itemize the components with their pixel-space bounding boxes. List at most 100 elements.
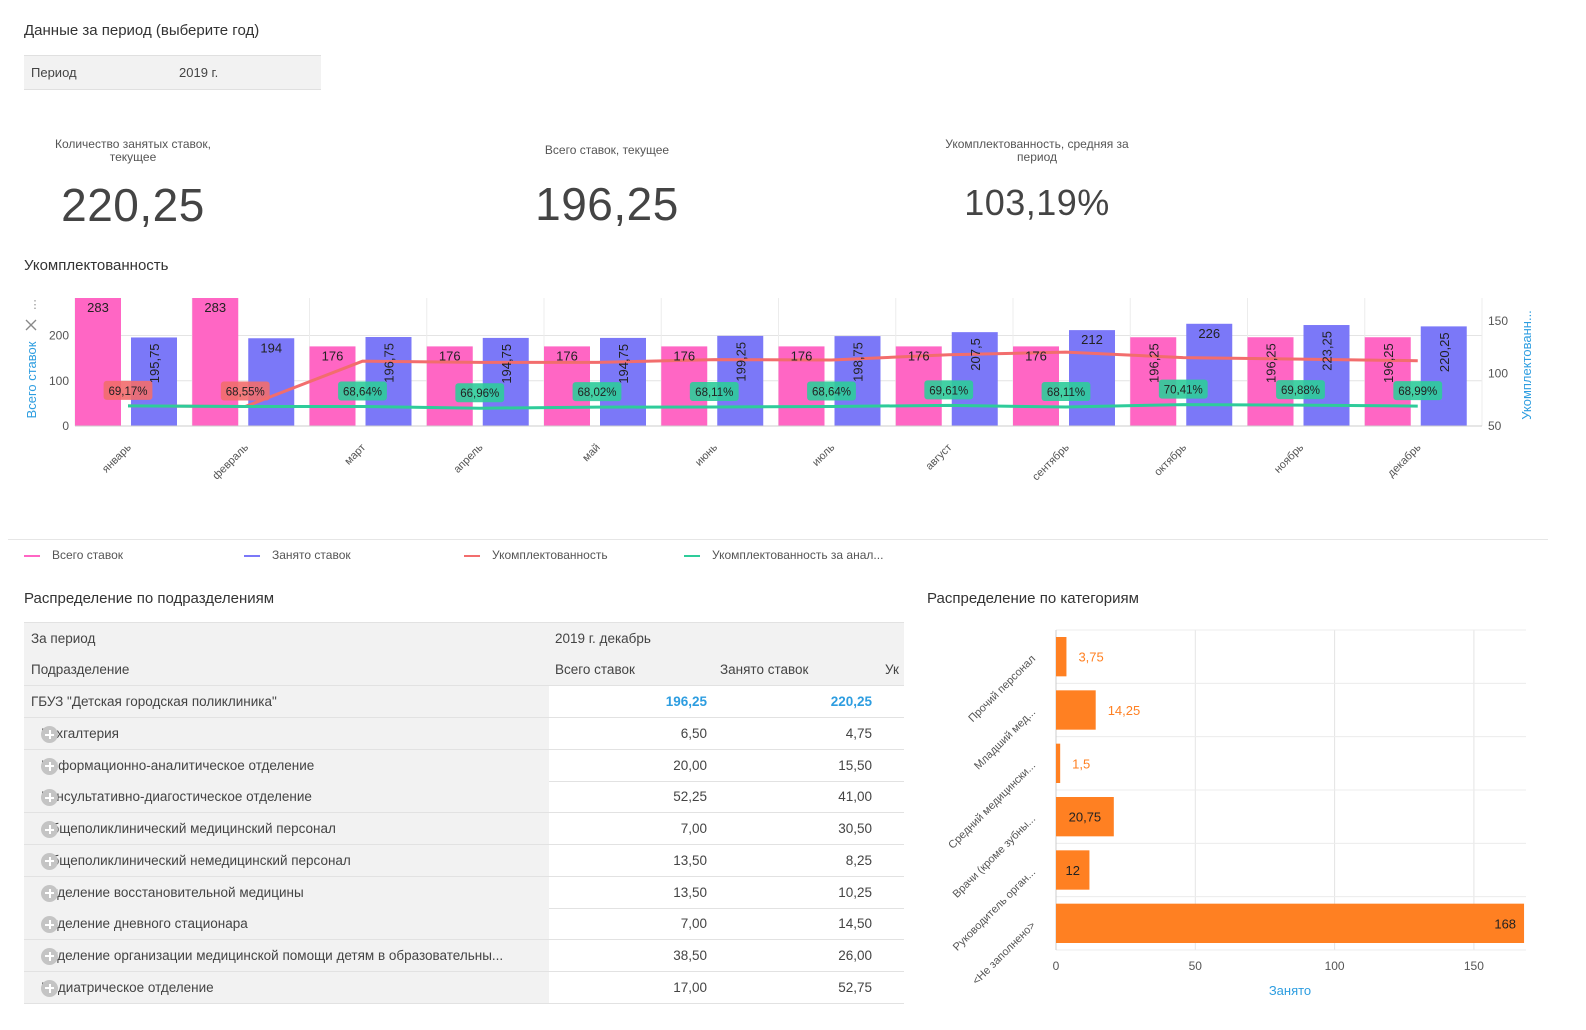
dept-name: Отделение организации медицинской помощи… [41, 947, 504, 963]
left-axis-label[interactable]: Всего ставок [24, 341, 39, 418]
x-tick-label: июнь [693, 441, 720, 468]
table-row[interactable]: Педиатрическое отделение 17,00 52,75 [24, 971, 904, 1004]
table-row[interactable]: Отделение дневного стационара 7,00 14,50 [24, 908, 904, 941]
point-label-bg [1276, 380, 1325, 400]
category-bar[interactable] [1056, 903, 1525, 943]
bar-total-label: 196,25 [1264, 343, 1279, 383]
filter-title: Данные за период (выберите год) [24, 22, 260, 39]
expand-plus-icon[interactable] [41, 884, 58, 902]
bar-total-label: 176 [673, 348, 695, 363]
column-header-total[interactable]: Всего ставок [555, 662, 635, 677]
kpi-total: Всего ставок, текущее 196,25 [497, 144, 717, 231]
x-tick-label: январь [100, 441, 134, 475]
line-staffing-analog[interactable] [127, 403, 1418, 410]
bar-occupied[interactable] [482, 337, 529, 426]
point-label-bg [1393, 381, 1443, 401]
category-bar-label: 1,5 [1072, 756, 1090, 771]
period-filter[interactable]: Период 2019 г. [24, 55, 321, 90]
bar-occupied[interactable] [717, 335, 764, 426]
bar-occupied[interactable] [1420, 326, 1467, 426]
point-label: 69,17% [108, 386, 147, 398]
kpi-staffing: Укомплектованность, средняя за период 103… [917, 138, 1157, 224]
category-bar[interactable] [1056, 797, 1114, 837]
column-header-dept[interactable]: Подразделение [31, 662, 130, 677]
dept-total: 7,00 [680, 916, 707, 932]
legend-item-occupied[interactable]: Занято ставок [244, 548, 351, 562]
category-bar[interactable] [1056, 743, 1061, 783]
bar-total-label: 196,25 [1381, 343, 1396, 383]
line-staffing[interactable] [127, 350, 1418, 409]
right-axis-label[interactable]: Укомплектованн... [1519, 310, 1534, 420]
expand-plus-icon[interactable] [41, 789, 58, 807]
bar-total-label: 196,25 [1146, 343, 1161, 383]
expand-plus-icon[interactable] [41, 726, 58, 743]
expand-plus-icon[interactable] [41, 916, 58, 934]
dept-occupied: 26,00 [838, 947, 872, 963]
kpi-staffing-value: 103,19% [964, 182, 1110, 223]
x-tick-label: 100 [1325, 959, 1345, 973]
legend-item-staffing-analog[interactable]: Укомплектованность за анал... [684, 548, 883, 562]
bar-total-label: 176 [908, 348, 930, 363]
bar-total-label: 283 [204, 300, 226, 315]
category-bar[interactable] [1056, 850, 1090, 890]
x-tick-label: 150 [1464, 959, 1484, 973]
table-row[interactable]: Информационно-аналитическое отделение 20,… [24, 749, 904, 782]
point-label-bg [338, 381, 387, 401]
period-value[interactable]: 2019 г. [179, 65, 219, 80]
dept-occupied: 41,00 [838, 789, 872, 805]
bar-occupied[interactable] [1186, 323, 1233, 426]
dept-name: Общеполиклинический немедицинский персон… [41, 852, 351, 868]
category-bar[interactable] [1056, 690, 1096, 730]
dept-name: Общеполиклинический медицинский персонал [41, 821, 336, 837]
category-bar[interactable] [1056, 637, 1067, 677]
bar-occupied[interactable] [951, 332, 998, 426]
legend-swatch [24, 554, 40, 557]
column-header-occupied[interactable]: Занято ставок [720, 662, 809, 677]
column-header-staffing[interactable]: Ук [885, 662, 899, 677]
table-row[interactable]: Бухгалтерия 6,50 4,75 [24, 718, 904, 750]
x-tick-label: 0 [1053, 959, 1060, 973]
expand-plus-icon[interactable] [41, 757, 58, 775]
bar-total-label: 176 [322, 348, 344, 363]
table-row[interactable]: Отделение восстановительной медицины 13,5… [24, 876, 904, 909]
legend-item-total[interactable]: Всего ставок [24, 548, 123, 562]
x-tick-label: сентябрь [1030, 441, 1072, 483]
bar-total[interactable] [192, 298, 239, 426]
period-header-value: 2019 г. декабрь [555, 631, 651, 646]
bar-occupied-label: 198,75 [851, 342, 866, 382]
bar-total[interactable] [75, 298, 121, 426]
dept-occupied: 52,75 [838, 979, 872, 995]
bar-occupied[interactable] [1069, 330, 1115, 426]
chart-menu-icon[interactable]: ⋮ [30, 299, 41, 311]
x-tick-label: февраль [210, 441, 251, 482]
dept-total: 6,50 [680, 726, 707, 741]
legend-swatch [464, 554, 480, 557]
legend-item-staffing[interactable]: Укомплектованность [464, 548, 608, 562]
expand-plus-icon[interactable] [41, 821, 58, 839]
point-label: 68,11% [695, 387, 733, 399]
clear-axis-icon[interactable] [25, 319, 37, 331]
bar-occupied[interactable] [834, 336, 881, 426]
point-label-bg [689, 381, 739, 401]
legend-swatch [684, 554, 700, 557]
category-bar-label: 14,25 [1108, 703, 1141, 718]
dept-occupied: 15,50 [838, 757, 872, 773]
expand-plus-icon[interactable] [41, 852, 58, 870]
category-bar-label: 12 [1065, 863, 1079, 878]
pivot-period-row: За период 2019 г. декабрь [24, 622, 904, 655]
expand-plus-icon[interactable] [41, 947, 58, 965]
bar-occupied[interactable] [600, 337, 646, 426]
kpi-total-label: Всего ставок, текущее [544, 143, 670, 157]
category-label: Средний медицински... [946, 760, 1038, 852]
bar-total-label: 176 [791, 348, 813, 363]
expand-plus-icon[interactable] [41, 979, 58, 997]
x-tick-label: август [923, 442, 954, 473]
table-row[interactable]: Общеполиклинический медицинский персонал… [24, 813, 904, 846]
table-row[interactable]: Консультативно-диагостическое отделение 5… [24, 781, 904, 814]
dept-occupied: 4,75 [845, 726, 872, 741]
bar-total-label: 283 [87, 300, 109, 315]
legend-divider [8, 539, 1548, 540]
bar-occupied[interactable] [1303, 325, 1350, 426]
table-row[interactable]: Общеполиклинический немедицинский персон… [24, 844, 904, 877]
table-row[interactable]: Отделение организации медицинской помощи… [24, 939, 904, 972]
